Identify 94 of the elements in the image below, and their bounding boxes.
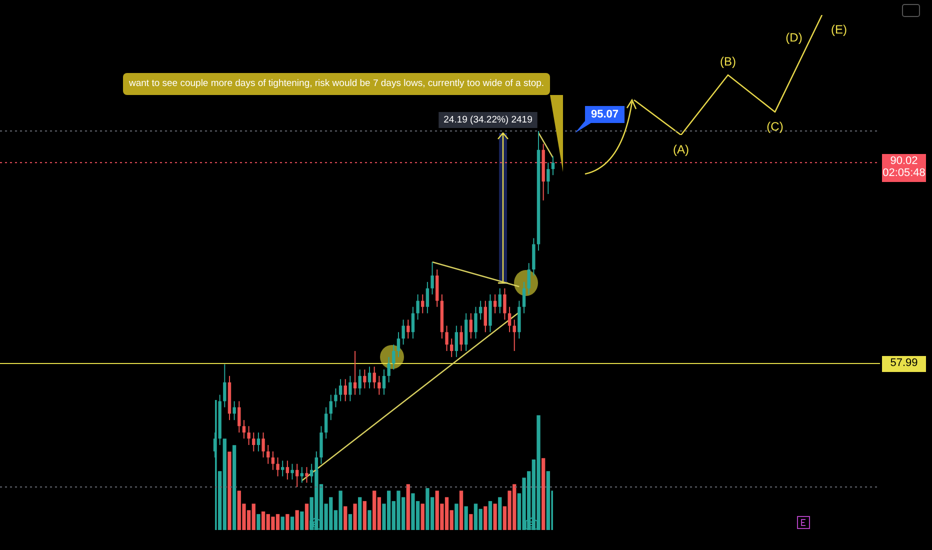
candlestick (334, 388, 338, 408)
bar (232, 445, 236, 530)
candlestick (368, 366, 372, 389)
candlestick (392, 344, 396, 370)
candlestick (324, 406, 328, 440)
candlestick (271, 450, 275, 470)
bar (300, 511, 304, 530)
bar (295, 510, 299, 530)
candlestick (445, 325, 448, 352)
candlestick (295, 463, 299, 488)
candlestick (262, 432, 265, 458)
candlestick (522, 281, 526, 314)
bar (290, 516, 294, 530)
candlestick (402, 319, 405, 346)
bar (353, 504, 357, 530)
candlestick (300, 466, 304, 484)
candlestick (344, 378, 347, 402)
candlestick (286, 460, 290, 480)
candlestick (546, 162, 550, 195)
annotation: (B) (720, 54, 736, 68)
bar (358, 497, 362, 530)
candlestick (348, 375, 352, 402)
candlestick (338, 378, 342, 402)
bar (498, 497, 502, 530)
annotation: (E) (831, 22, 847, 36)
candlestick (382, 369, 386, 396)
candlestick (378, 375, 381, 396)
bar (454, 504, 458, 530)
candlestick (252, 432, 256, 452)
bar (344, 506, 348, 530)
bar (286, 514, 290, 530)
candlestick (469, 312, 473, 340)
candlestick (396, 332, 400, 358)
bar (280, 516, 284, 530)
candlestick (498, 288, 502, 314)
candlestick (329, 394, 332, 421)
candlestick (411, 306, 415, 340)
candlestick (478, 300, 482, 320)
candlestick (387, 356, 390, 383)
candlestick (223, 364, 226, 408)
candlestick (281, 460, 284, 477)
bar (484, 506, 488, 530)
candlestick (353, 350, 357, 396)
bar (488, 501, 492, 530)
text: 57.99 (890, 357, 918, 370)
annotation: 95.07 (591, 108, 619, 121)
candlestick (512, 319, 516, 352)
candlestick (242, 420, 246, 440)
candlestick (460, 325, 463, 352)
candlestick (238, 400, 241, 434)
candlestick (266, 444, 270, 464)
candlestick (426, 281, 430, 314)
candlestick (406, 319, 410, 340)
bar (459, 490, 464, 530)
annotation: (D) (786, 30, 802, 44)
candlestick (363, 369, 366, 389)
bar (464, 506, 468, 530)
candlestick (276, 456, 280, 477)
candlestick (290, 463, 294, 480)
candlestick (527, 262, 530, 295)
candlestick (305, 466, 308, 484)
candlestick (421, 294, 424, 314)
bar (304, 504, 309, 530)
candlestick (416, 294, 420, 320)
text: 90.02 02:05:48 (882, 155, 926, 180)
bar (493, 504, 497, 530)
candlestick (508, 306, 512, 333)
bar (542, 458, 546, 530)
text: want to see couple more days of tightening, risk would be 7 days lows, currently too wide of a stop. (123, 73, 550, 95)
candlestick (493, 294, 497, 314)
candlestick (474, 306, 478, 340)
bar (420, 504, 424, 530)
bar (362, 501, 367, 530)
candlestick (450, 338, 454, 358)
bar (546, 471, 550, 530)
candlestick (454, 325, 458, 358)
text: 24.19 (34.22%) 2419 (444, 114, 532, 126)
bar (256, 514, 260, 530)
candlestick (484, 300, 487, 333)
text: (A) (673, 142, 689, 156)
candlestick (430, 262, 434, 295)
candlestick (372, 366, 376, 389)
candlestick (358, 369, 362, 396)
candlestick (232, 400, 236, 421)
bar (348, 514, 352, 530)
candlestick (551, 156, 555, 176)
bar (406, 484, 410, 530)
bar (469, 514, 473, 530)
candlestick (256, 432, 260, 452)
annotation: (C) (766, 119, 784, 134)
candlestick (503, 288, 506, 320)
bar (368, 510, 372, 530)
candlestick (247, 426, 250, 446)
bar (228, 452, 232, 530)
